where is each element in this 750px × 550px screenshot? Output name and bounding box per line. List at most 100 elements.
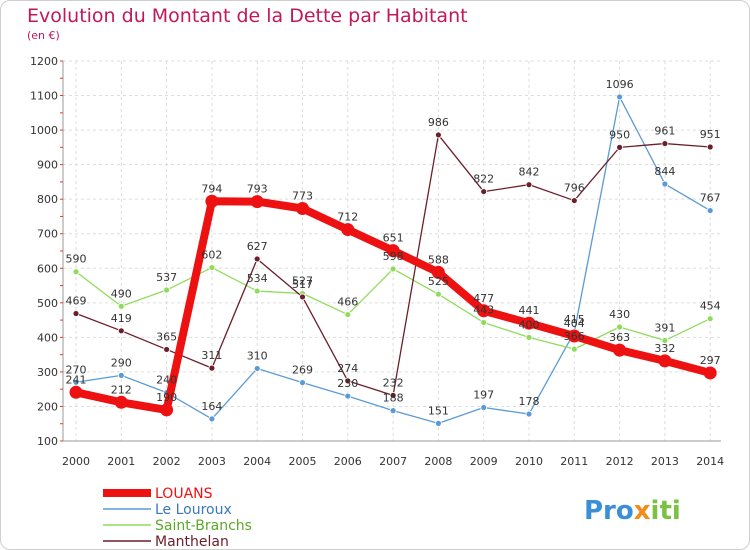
data-label: 363 [609,331,630,344]
data-point [205,194,219,208]
data-label: 190 [156,391,177,404]
data-point [570,345,578,353]
data-point [480,319,488,326]
data-label: 454 [700,300,721,313]
data-label: 986 [428,116,449,129]
x-tick-label: 2009 [470,455,498,468]
data-point [658,354,672,368]
data-point [72,310,80,317]
data-label: 961 [654,125,675,138]
data-label: 197 [473,388,494,401]
data-point [253,287,261,295]
data-point [525,181,533,189]
data-label: 534 [247,272,268,285]
data-point [434,131,442,139]
data-point [160,403,174,417]
data-point [72,268,80,276]
data-point [661,180,669,188]
data-label: 517 [292,278,313,291]
data-label: 773 [292,190,313,203]
y-tick-label: 200 [37,400,58,413]
data-point [208,364,216,372]
data-label: 310 [247,349,268,362]
chart-title: Evolution du Montant de la Dette par Hab… [27,5,468,27]
data-label: 712 [337,211,358,224]
data-label: 270 [66,363,87,376]
data-point [480,404,488,411]
data-point [208,415,216,423]
data-label: 822 [473,173,494,186]
data-label: 844 [654,165,675,178]
data-label: 466 [337,296,358,309]
y-tick-label: 400 [37,331,58,344]
data-point [163,286,171,294]
data-label: 297 [700,354,721,367]
data-label: 537 [156,271,177,284]
data-label: 796 [564,182,585,195]
data-point [616,143,623,151]
data-point [114,395,128,409]
y-tick-label: 600 [37,262,58,275]
y-tick-label: 800 [37,193,58,206]
data-label: 365 [156,330,177,343]
data-label: 477 [473,292,494,305]
x-tick-label: 2012 [606,455,634,468]
data-point [389,391,397,399]
data-point [703,366,717,380]
data-point [117,302,125,310]
data-point [434,290,442,298]
y-tick-label: 700 [37,228,58,241]
data-point [341,223,355,237]
data-label: 274 [337,362,358,375]
data-point [208,264,216,271]
data-point [296,202,309,216]
data-label: 588 [428,253,449,266]
data-point [661,337,669,344]
data-label: 290 [111,356,132,369]
proxiti-logo: Proxiti [584,496,681,526]
chart-subtitle: (en €) [27,29,60,42]
data-label: 527 [292,274,313,287]
data-label: 212 [111,383,132,396]
data-label: 178 [519,395,540,408]
data-label: 241 [66,373,87,386]
data-label: 391 [654,321,675,334]
data-label: 598 [383,250,404,263]
data-label: 188 [383,392,404,405]
data-point [253,365,261,372]
data-point [389,407,397,415]
data-label: 240 [156,374,177,387]
data-label: 366 [564,330,585,343]
y-tick-label: 1100 [30,90,58,103]
data-label: 651 [383,232,404,245]
x-tick-label: 2007 [379,455,407,468]
data-point [661,140,669,147]
data-label: 794 [201,182,222,195]
data-label: 311 [201,349,222,362]
data-label: 441 [519,304,540,317]
data-point [613,343,627,357]
data-point [69,385,83,399]
data-label: 230 [337,377,358,390]
data-point [344,311,352,318]
data-point [253,255,261,263]
data-point [706,143,714,151]
data-label: 950 [609,128,630,141]
data-point [344,377,352,385]
data-label: 415 [564,313,585,326]
data-point [570,197,578,204]
data-label: 400 [519,318,540,331]
data-point [250,195,264,209]
legend-label: LOUANS [155,486,213,502]
y-tick-label: 1000 [30,124,58,137]
y-tick-label: 900 [37,159,58,172]
data-point [616,323,623,331]
data-label: 269 [292,364,313,377]
data-label: 842 [519,166,540,179]
data-label: 793 [247,183,268,196]
x-tick-label: 2004 [243,455,271,468]
data-label: 232 [383,376,404,389]
data-point [431,265,445,279]
